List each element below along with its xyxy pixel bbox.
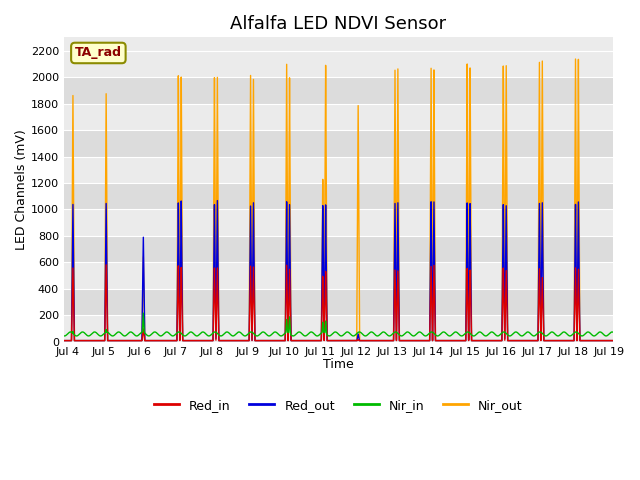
Bar [64,315,612,342]
Bar [64,236,612,263]
Text: TA_rad: TA_rad [75,47,122,60]
Bar [64,183,612,209]
Bar [64,263,612,289]
Bar [64,130,612,156]
Bar [64,156,612,183]
Legend: Red_in, Red_out, Nir_in, Nir_out: Red_in, Red_out, Nir_in, Nir_out [149,394,527,417]
Bar [64,50,612,77]
Bar [64,289,612,315]
Bar [64,209,612,236]
Y-axis label: LED Channels (mV): LED Channels (mV) [15,129,28,250]
X-axis label: Time: Time [323,358,354,371]
Bar [64,77,612,104]
Bar [64,104,612,130]
Title: Alfalfa LED NDVI Sensor: Alfalfa LED NDVI Sensor [230,15,446,33]
